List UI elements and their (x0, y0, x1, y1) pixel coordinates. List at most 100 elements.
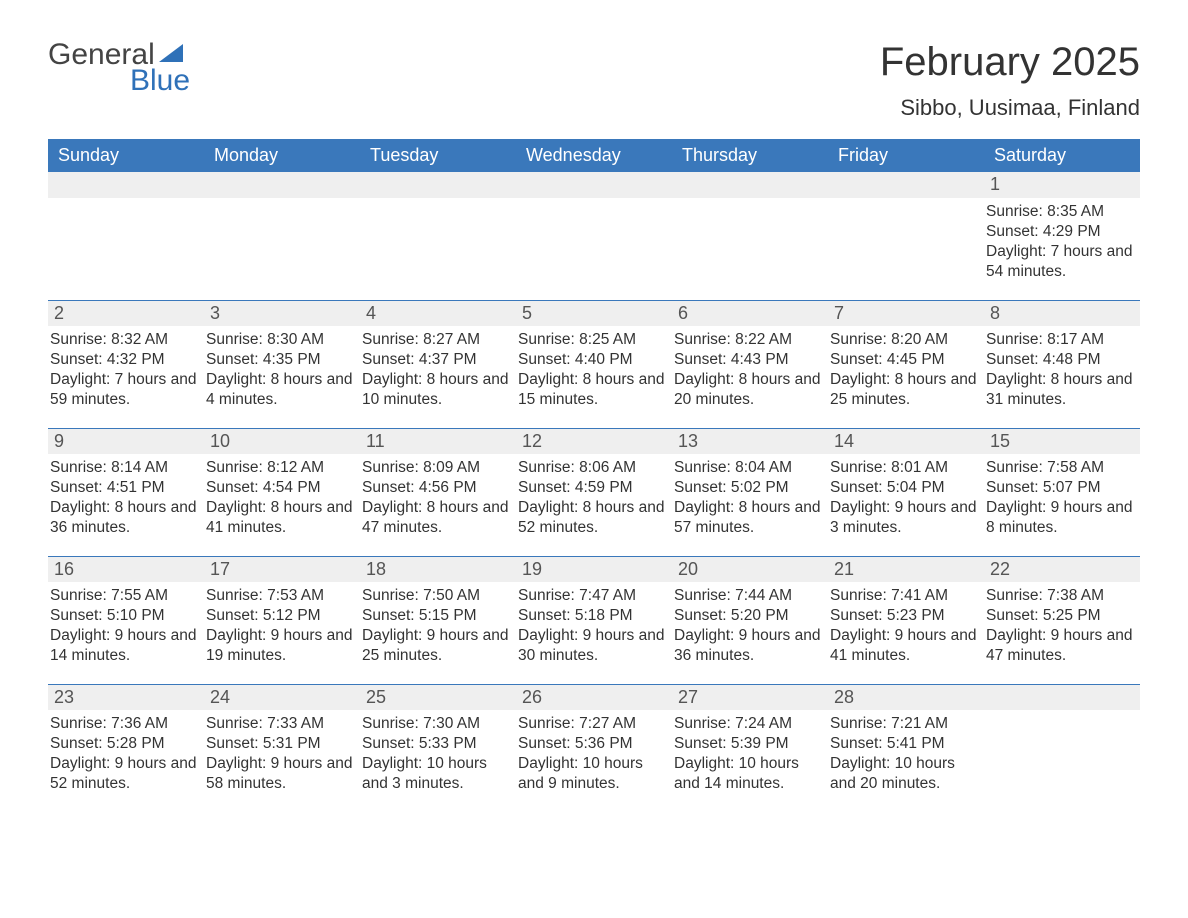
day-body: Sunrise: 7:44 AMSunset: 5:20 PMDaylight:… (672, 582, 828, 669)
calendar-cell: 12Sunrise: 8:06 AMSunset: 4:59 PMDayligh… (516, 428, 672, 556)
day-number (48, 172, 204, 198)
calendar-cell: 9Sunrise: 8:14 AMSunset: 4:51 PMDaylight… (48, 428, 204, 556)
weekday-header-row: SundayMondayTuesdayWednesdayThursdayFrid… (48, 139, 1140, 172)
daylight-line: Daylight: 9 hours and 8 minutes. (986, 498, 1138, 538)
daylight-line: Daylight: 8 hours and 10 minutes. (362, 370, 514, 410)
sunset-line: Sunset: 4:37 PM (362, 350, 514, 370)
calendar-cell: 24Sunrise: 7:33 AMSunset: 5:31 PMDayligh… (204, 684, 360, 812)
daylight-line: Daylight: 8 hours and 36 minutes. (50, 498, 202, 538)
day-body: Sunrise: 8:30 AMSunset: 4:35 PMDaylight:… (204, 326, 360, 413)
calendar-cell: 20Sunrise: 7:44 AMSunset: 5:20 PMDayligh… (672, 556, 828, 684)
sunset-line: Sunset: 5:10 PM (50, 606, 202, 626)
calendar-cell: 27Sunrise: 7:24 AMSunset: 5:39 PMDayligh… (672, 684, 828, 812)
brand-logo: General Blue (48, 40, 190, 96)
sunrise-line: Sunrise: 7:30 AM (362, 714, 514, 734)
sunrise-line: Sunrise: 7:50 AM (362, 586, 514, 606)
calendar-cell (48, 172, 204, 300)
header: General Blue February 2025 Sibbo, Uusima… (48, 40, 1140, 121)
day-number: 7 (828, 300, 984, 326)
sunrise-line: Sunrise: 7:41 AM (830, 586, 982, 606)
sunrise-line: Sunrise: 7:47 AM (518, 586, 670, 606)
sunrise-line: Sunrise: 8:35 AM (986, 202, 1138, 222)
calendar-cell: 26Sunrise: 7:27 AMSunset: 5:36 PMDayligh… (516, 684, 672, 812)
calendar-cell: 6Sunrise: 8:22 AMSunset: 4:43 PMDaylight… (672, 300, 828, 428)
calendar-cell (204, 172, 360, 300)
day-body: Sunrise: 7:30 AMSunset: 5:33 PMDaylight:… (360, 710, 516, 797)
day-number (516, 172, 672, 198)
daylight-line: Daylight: 9 hours and 36 minutes. (674, 626, 826, 666)
day-number: 26 (516, 684, 672, 710)
sunrise-line: Sunrise: 7:24 AM (674, 714, 826, 734)
brand-word-2: Blue (48, 66, 190, 96)
weekday-header: Thursday (672, 139, 828, 172)
sunrise-line: Sunrise: 8:22 AM (674, 330, 826, 350)
day-body (672, 198, 828, 278)
day-number: 16 (48, 556, 204, 582)
weekday-header: Tuesday (360, 139, 516, 172)
day-body: Sunrise: 7:47 AMSunset: 5:18 PMDaylight:… (516, 582, 672, 669)
day-body: Sunrise: 8:27 AMSunset: 4:37 PMDaylight:… (360, 326, 516, 413)
day-body (360, 198, 516, 278)
calendar-cell: 16Sunrise: 7:55 AMSunset: 5:10 PMDayligh… (48, 556, 204, 684)
calendar-cell: 22Sunrise: 7:38 AMSunset: 5:25 PMDayligh… (984, 556, 1140, 684)
sunset-line: Sunset: 4:56 PM (362, 478, 514, 498)
day-body: Sunrise: 7:21 AMSunset: 5:41 PMDaylight:… (828, 710, 984, 797)
sunset-line: Sunset: 5:04 PM (830, 478, 982, 498)
sunset-line: Sunset: 5:18 PM (518, 606, 670, 626)
day-body: Sunrise: 8:25 AMSunset: 4:40 PMDaylight:… (516, 326, 672, 413)
calendar-cell: 17Sunrise: 7:53 AMSunset: 5:12 PMDayligh… (204, 556, 360, 684)
sunset-line: Sunset: 4:29 PM (986, 222, 1138, 242)
sunset-line: Sunset: 5:25 PM (986, 606, 1138, 626)
daylight-line: Daylight: 8 hours and 20 minutes. (674, 370, 826, 410)
day-number (672, 172, 828, 198)
day-number: 9 (48, 428, 204, 454)
sunrise-line: Sunrise: 8:30 AM (206, 330, 358, 350)
daylight-line: Daylight: 9 hours and 47 minutes. (986, 626, 1138, 666)
daylight-line: Daylight: 10 hours and 20 minutes. (830, 754, 982, 794)
sunrise-line: Sunrise: 8:14 AM (50, 458, 202, 478)
calendar-row: 9Sunrise: 8:14 AMSunset: 4:51 PMDaylight… (48, 428, 1140, 556)
calendar-body: 1Sunrise: 8:35 AMSunset: 4:29 PMDaylight… (48, 172, 1140, 812)
day-number: 5 (516, 300, 672, 326)
sunrise-line: Sunrise: 8:06 AM (518, 458, 670, 478)
calendar-cell: 5Sunrise: 8:25 AMSunset: 4:40 PMDaylight… (516, 300, 672, 428)
sunset-line: Sunset: 4:35 PM (206, 350, 358, 370)
weekday-header: Friday (828, 139, 984, 172)
sunrise-line: Sunrise: 7:38 AM (986, 586, 1138, 606)
day-body: Sunrise: 8:32 AMSunset: 4:32 PMDaylight:… (48, 326, 204, 413)
sunset-line: Sunset: 5:36 PM (518, 734, 670, 754)
day-number (984, 684, 1140, 710)
sunrise-line: Sunrise: 8:09 AM (362, 458, 514, 478)
daylight-line: Daylight: 9 hours and 19 minutes. (206, 626, 358, 666)
daylight-line: Daylight: 7 hours and 59 minutes. (50, 370, 202, 410)
day-body: Sunrise: 8:20 AMSunset: 4:45 PMDaylight:… (828, 326, 984, 413)
sunrise-line: Sunrise: 7:53 AM (206, 586, 358, 606)
weekday-header: Wednesday (516, 139, 672, 172)
day-body: Sunrise: 7:41 AMSunset: 5:23 PMDaylight:… (828, 582, 984, 669)
page-title: February 2025 (880, 40, 1140, 85)
calendar-cell (828, 172, 984, 300)
sunrise-line: Sunrise: 7:27 AM (518, 714, 670, 734)
day-number: 24 (204, 684, 360, 710)
daylight-line: Daylight: 9 hours and 30 minutes. (518, 626, 670, 666)
day-number (360, 172, 516, 198)
day-body (516, 198, 672, 278)
sunset-line: Sunset: 5:15 PM (362, 606, 514, 626)
day-number: 25 (360, 684, 516, 710)
day-number: 23 (48, 684, 204, 710)
calendar-cell: 3Sunrise: 8:30 AMSunset: 4:35 PMDaylight… (204, 300, 360, 428)
day-body: Sunrise: 7:50 AMSunset: 5:15 PMDaylight:… (360, 582, 516, 669)
day-body: Sunrise: 8:22 AMSunset: 4:43 PMDaylight:… (672, 326, 828, 413)
daylight-line: Daylight: 9 hours and 3 minutes. (830, 498, 982, 538)
day-number: 12 (516, 428, 672, 454)
day-number (204, 172, 360, 198)
location-text: Sibbo, Uusimaa, Finland (880, 95, 1140, 121)
calendar-cell: 8Sunrise: 8:17 AMSunset: 4:48 PMDaylight… (984, 300, 1140, 428)
weekday-header: Sunday (48, 139, 204, 172)
calendar-cell: 14Sunrise: 8:01 AMSunset: 5:04 PMDayligh… (828, 428, 984, 556)
sunset-line: Sunset: 4:40 PM (518, 350, 670, 370)
day-body: Sunrise: 8:17 AMSunset: 4:48 PMDaylight:… (984, 326, 1140, 413)
weekday-header: Monday (204, 139, 360, 172)
calendar-row: 2Sunrise: 8:32 AMSunset: 4:32 PMDaylight… (48, 300, 1140, 428)
calendar-row: 23Sunrise: 7:36 AMSunset: 5:28 PMDayligh… (48, 684, 1140, 812)
